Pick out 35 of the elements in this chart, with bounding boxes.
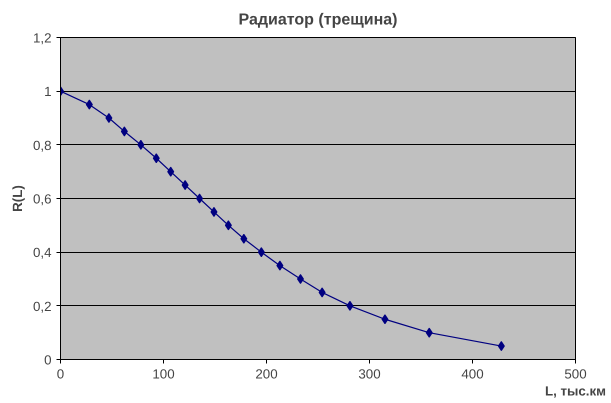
point [426, 328, 433, 338]
point [137, 140, 144, 150]
y-axis-title: R(L) [10, 185, 25, 212]
x-tick-label: 200 [255, 366, 278, 382]
point [498, 341, 505, 352]
y-tick-label: 0,6 [32, 192, 52, 206]
x-axis-title: L, тыс.км [544, 384, 606, 398]
y-tick-label: 0,2 [32, 298, 52, 314]
point [240, 234, 248, 244]
x-tick-label: 100 [152, 366, 175, 382]
y-tick-label: 1,2 [32, 30, 52, 46]
point [105, 113, 112, 123]
point [152, 153, 160, 164]
point [120, 126, 128, 136]
point [182, 180, 189, 190]
point [346, 300, 354, 311]
x-tick-label: 400 [461, 366, 484, 382]
chart-title: Радиатор (трещина) [238, 12, 398, 28]
y-tick-label: 0,8 [32, 138, 52, 153]
point [167, 166, 174, 177]
point [296, 274, 304, 284]
y-tick-label: 1 [44, 84, 52, 100]
x-tick-label: 0 [56, 366, 64, 382]
point [210, 206, 218, 217]
y-tick-label: 0 [44, 352, 52, 368]
y-tick-label: 0,4 [32, 245, 52, 260]
point [86, 100, 93, 110]
point [196, 194, 204, 204]
x-tick-label: 300 [358, 366, 381, 382]
point [224, 220, 232, 230]
x-tick-label: 500 [564, 366, 587, 382]
point [258, 247, 265, 258]
point [276, 260, 284, 271]
point [318, 287, 326, 298]
point [381, 314, 388, 324]
